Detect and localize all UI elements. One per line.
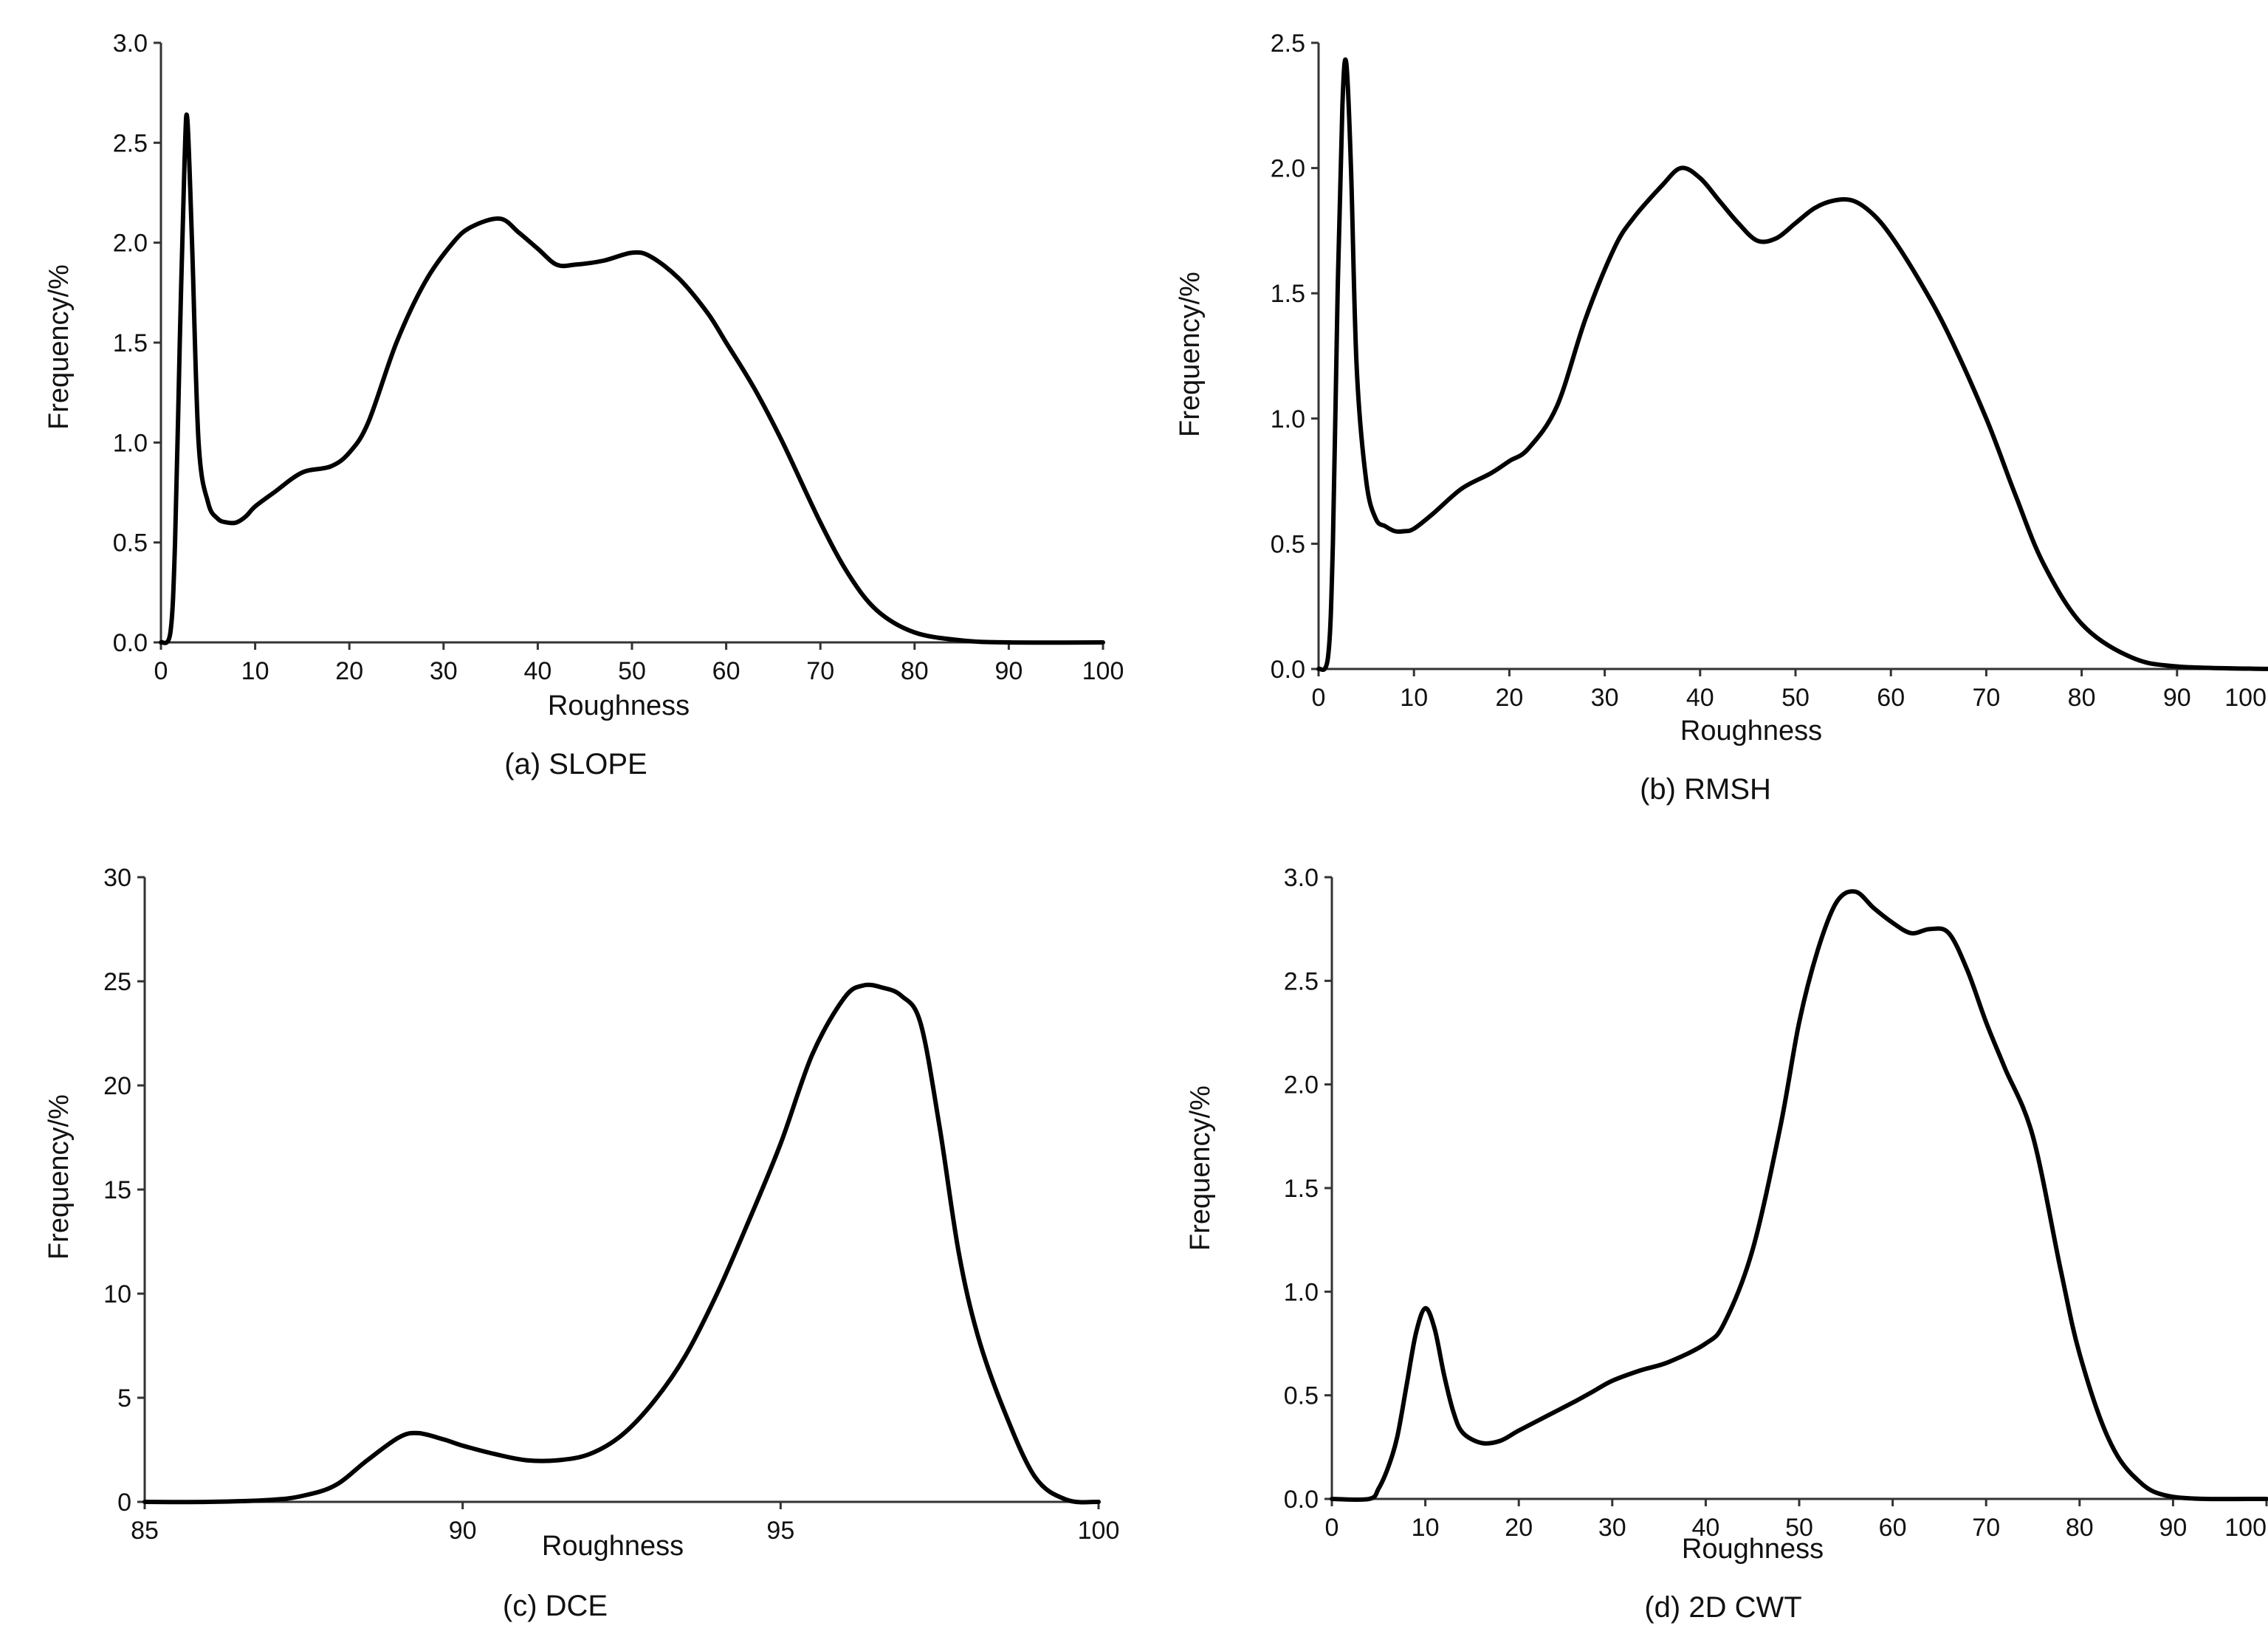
panel-c-y-tick-label: 10: [103, 1280, 131, 1308]
panel-a-x-tick-label: 10: [241, 657, 269, 685]
panel-b-y-tick-label: 1.5: [1271, 280, 1305, 308]
panel-d-x-tick-label: 70: [1972, 1514, 2000, 1542]
panel-c-x-tick-label: 100: [1078, 1517, 1120, 1545]
panel-c-ticks: 85 90 95 100 0 5 10 15 20 25 30: [103, 864, 1119, 1545]
panel-d-x-tick-label: 10: [1412, 1514, 1440, 1542]
panel-a-y-tick-label: 3.0: [113, 30, 148, 58]
panel-d-x-tick-label: 80: [2066, 1514, 2094, 1542]
panel-a-axes: [159, 43, 1103, 644]
panel-d-x-tick-label: 20: [1505, 1514, 1533, 1542]
panel-c-y-axis-label: Frequency/%: [44, 1094, 75, 1260]
panel-b-y-tick-label: 0.0: [1271, 656, 1305, 684]
panel-c-x-tick-label: 95: [766, 1517, 794, 1545]
panel-b-y-axis-label: Frequency/%: [1175, 272, 1206, 437]
panel-b-x-tick-label: 70: [1972, 684, 2000, 712]
panel-d-x-tick-label: 30: [1598, 1514, 1626, 1542]
panel-b-x-tick-label: 50: [1781, 684, 1810, 712]
panel-b-y-tick-label: 2.0: [1271, 155, 1305, 183]
panel-c-y-tick-label: 20: [103, 1072, 131, 1100]
panel-d-y-tick-label: 2.5: [1284, 967, 1319, 995]
panel-a-y-axis-label: Frequency/%: [44, 264, 75, 430]
panel-a-y-tick-label: 1.5: [113, 329, 148, 357]
panel-d-y-tick-label: 0.0: [1284, 1486, 1319, 1514]
panel-d-y-tick-label: 1.5: [1284, 1175, 1319, 1203]
panel-a: 0 10 20 30 40 50 60 70 80 90 100 0.0 0.5 1.0 1.5 2.0 2.5…: [44, 30, 1124, 780]
panel-d-y-tick-label: 2.0: [1284, 1071, 1319, 1099]
panel-a-series-line: [159, 112, 1105, 645]
panel-a-x-tick-label: 40: [523, 657, 551, 685]
panel-a-y-tick-label: 2.0: [113, 230, 148, 258]
panel-b-x-tick-label: 40: [1686, 684, 1714, 712]
panel-a-x-tick-label: 90: [994, 657, 1023, 685]
panel-a-ticks: 0 10 20 30 40 50 60 70 80 90 100 0.0 0.5 1.0 1.5 2.0 2.5…: [113, 30, 1124, 685]
panel-d-x-tick-label: 100: [2224, 1514, 2267, 1542]
panel-a-y-tick-label: 0.0: [113, 629, 148, 657]
panel-a-x-tick-label: 0: [154, 657, 168, 685]
panel-b-y-tick-label: 1.0: [1271, 405, 1305, 433]
panel-c-x-axis-label: Roughness: [542, 1531, 684, 1562]
panel-b-y-tick-label: 0.5: [1271, 530, 1305, 558]
panel-d-series-line: [1330, 889, 2268, 1503]
panel-d-x-tick-label: 40: [1691, 1514, 1719, 1542]
panel-b-x-tick-label: 80: [2068, 684, 2096, 712]
panel-d-caption: (d) 2D CWT: [1644, 1591, 1801, 1624]
panel-b-x-tick-label: 100: [2224, 684, 2267, 712]
panel-c-y-tick-label: 0: [117, 1489, 131, 1517]
panel-d-x-tick-label: 50: [1785, 1514, 1813, 1542]
panel-b: 0 10 20 30 40 50 60 70 80 90 100 0.0 0.5 1.0 1.5 2.0 2.5…: [1175, 30, 2268, 806]
panel-b-x-tick-label: 90: [2163, 684, 2191, 712]
panel-d-y-tick-label: 0.5: [1284, 1382, 1319, 1410]
panel-b-x-tick-label: 20: [1495, 684, 1523, 712]
panel-c-axes: [143, 877, 1099, 1503]
panel-a-x-tick-label: 80: [901, 657, 929, 685]
panel-c-y-tick-label: 5: [117, 1384, 131, 1413]
panel-a-x-tick-label: 30: [430, 657, 458, 685]
panel-c-x-tick-label: 85: [131, 1517, 159, 1545]
panel-a-x-tick-label: 50: [618, 657, 646, 685]
panel-c-caption: (c) DCE: [503, 1590, 608, 1622]
panel-b-axes: [1317, 43, 2268, 670]
panel-a-caption: (a) SLOPE: [504, 748, 647, 780]
panel-b-caption: (b) RMSH: [1640, 773, 1771, 806]
panel-a-x-tick-label: 70: [806, 657, 834, 685]
panel-a-x-tick-label: 20: [335, 657, 363, 685]
panel-b-x-tick-label: 0: [1312, 684, 1326, 712]
panel-a-y-tick-label: 0.5: [113, 529, 148, 557]
panel-d-axes: [1330, 877, 2267, 1500]
panel-a-x-axis-label: Roughness: [548, 690, 690, 721]
panel-c-y-tick-label: 30: [103, 864, 131, 892]
panel-d-y-tick-label: 1.0: [1284, 1278, 1319, 1306]
panel-d-x-tick-label: 0: [1325, 1514, 1339, 1542]
panel-b-y-tick-label: 2.5: [1271, 30, 1305, 58]
panel-a-y-tick-label: 1.0: [113, 429, 148, 457]
panel-d-y-tick-label: 3.0: [1284, 864, 1319, 892]
panel-a-x-tick-label: 100: [1082, 657, 1124, 685]
panel-d-y-axis-label: Frequency/%: [1185, 1085, 1216, 1251]
panel-c-series-line: [142, 982, 1101, 1505]
panel-a-y-tick-label: 2.5: [113, 129, 148, 157]
panel-d-x-tick-label: 60: [1879, 1514, 1907, 1542]
panel-c: 85 90 95 100 0 5 10 15 20 25 30 Roughness Frequenc…: [44, 864, 1119, 1622]
panel-d-x-tick-label: 90: [2159, 1514, 2187, 1542]
panel-a-x-tick-label: 60: [712, 657, 740, 685]
panel-b-ticks: 0 10 20 30 40 50 60 70 80 90 100 0.0 0.5 1.0 1.5 2.0 2.5: [1271, 30, 2267, 712]
panel-b-x-tick-label: 60: [1877, 684, 1905, 712]
panel-b-series-line: [1316, 57, 2268, 673]
panel-d: 0 10 20 30 40 50 60 70 80 90 100 0.0 0.5 1.0 1.5 2.0 2.5…: [1185, 864, 2268, 1624]
panel-d-x-axis-label: Roughness: [1682, 1534, 1824, 1565]
panel-b-x-axis-label: Roughness: [1680, 715, 1822, 747]
panel-c-y-tick-label: 25: [103, 968, 131, 996]
panel-d-ticks: 0 10 20 30 40 50 60 70 80 90 100 0.0 0.5 1.0 1.5 2.0 2.5…: [1284, 864, 2268, 1542]
panel-b-x-tick-label: 30: [1591, 684, 1619, 712]
panel-b-x-tick-label: 10: [1400, 684, 1428, 712]
panel-c-x-tick-label: 90: [449, 1517, 477, 1545]
panel-c-y-tick-label: 15: [103, 1176, 131, 1204]
